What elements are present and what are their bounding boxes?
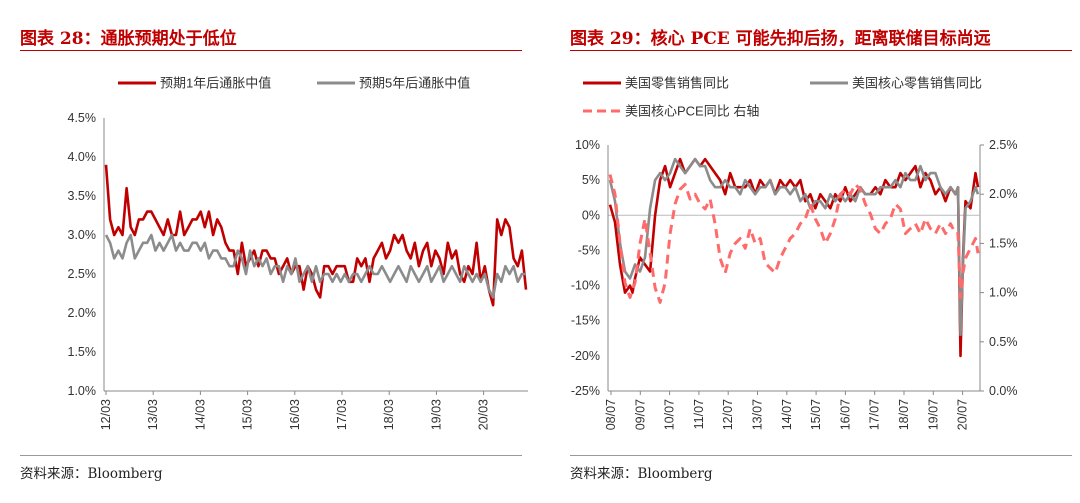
- x-tick-label: 19/07: [926, 399, 940, 430]
- series-line: [104, 164, 528, 307]
- y-tick-label: 3.0%: [68, 228, 97, 242]
- legend-label: 预期5年后通胀中值: [359, 76, 470, 91]
- y2-tick-label: 0.0%: [989, 384, 1018, 398]
- x-tick-label: 13/07: [751, 399, 765, 430]
- y2-tick-label: 1.5%: [989, 236, 1018, 250]
- x-tick-label: 18/03: [382, 399, 396, 430]
- source-rule: [20, 455, 522, 456]
- legend-label: 美国核心PCE同比 右轴: [625, 104, 759, 119]
- x-tick-label: 08/07: [604, 399, 618, 430]
- x-tick-label: 12/03: [99, 399, 113, 430]
- y-tick-label: -15%: [571, 314, 600, 328]
- x-tick-label: 15/07: [809, 399, 823, 430]
- x-tick-label: 17/07: [868, 399, 882, 430]
- legend-label: 美国核心零售销售同比: [852, 76, 982, 91]
- legend-label: 预期1年后通胀中值: [160, 76, 271, 91]
- chart-panel-core-pce: 图表 29：核心 PCE 可能先抑后扬，距离联储目标尚远 美国零售销售同比美国核…: [550, 0, 1080, 503]
- figure-title: 图表 28：通胀预期处于低位: [20, 29, 237, 49]
- x-tick-label: 17/03: [335, 399, 349, 430]
- source-note: 资料来源：Bloomberg: [20, 466, 163, 482]
- y-tick-label: 2.5%: [68, 267, 97, 281]
- y-tick-label: -5%: [578, 243, 600, 257]
- x-tick-label: 09/07: [633, 399, 647, 430]
- line-chart-inflation-expectations: 预期1年后通胀中值 预期5年后通胀中值 1.0% 1.5% 2.0% 2.5% 3.0% 3.…: [68, 76, 528, 430]
- series-line: [608, 174, 980, 304]
- x-tick-label: 19/03: [429, 399, 443, 430]
- x-tick-label: 16/03: [288, 399, 302, 430]
- source-rule: [570, 455, 1072, 456]
- series-line: [104, 233, 526, 299]
- x-tick-label: 16/07: [838, 399, 852, 430]
- x-tick-label: 14/07: [780, 399, 794, 430]
- x-tick-label: 20/03: [477, 399, 491, 430]
- x-tick-label: 15/03: [241, 399, 255, 430]
- x-tick-label: 12/07: [721, 399, 735, 430]
- y2-tick-label: 0.5%: [989, 335, 1018, 349]
- y-tick-label: 1.0%: [68, 384, 97, 398]
- y-tick-label: 1.5%: [68, 345, 97, 359]
- y-tick-label: 5%: [582, 173, 600, 187]
- title-rule: [570, 50, 1072, 51]
- series-line: [608, 157, 980, 337]
- source-note: 资料来源：Bloomberg: [570, 466, 713, 482]
- y-tick-label: 4.0%: [68, 150, 97, 164]
- title-rule: [20, 50, 522, 51]
- x-tick-label: 13/03: [146, 399, 160, 430]
- x-tick-label: 18/07: [897, 399, 911, 430]
- x-tick-label: 20/07: [956, 399, 970, 430]
- y-tick-label: 3.5%: [68, 189, 97, 203]
- y-tick-label: 0%: [582, 208, 600, 222]
- y-tick-label: -25%: [571, 384, 600, 398]
- y-tick-label: 2.0%: [68, 306, 97, 320]
- y2-tick-label: 1.0%: [989, 286, 1018, 300]
- y2-tick-label: 2.5%: [989, 138, 1018, 152]
- y-tick-label: 10%: [575, 138, 600, 152]
- chart-panel-inflation-expectations: 图表 28：通胀预期处于低位 预期1年后通胀中值 预期5年后通胀中值 1.0% 1.5…: [0, 0, 530, 503]
- y2-tick-label: 2.0%: [989, 187, 1018, 201]
- x-tick-label: 10/07: [663, 399, 677, 430]
- legend-label: 美国零售销售同比: [625, 76, 729, 91]
- x-tick-label: 14/03: [193, 399, 207, 430]
- series-line: [608, 157, 980, 358]
- y-tick-label: -20%: [571, 349, 600, 363]
- figure-title: 图表 29：核心 PCE 可能先抑后扬，距离联储目标尚远: [570, 29, 991, 49]
- x-tick-label: 11/07: [692, 399, 706, 429]
- y-tick-label: -10%: [571, 279, 600, 293]
- y-tick-label: 4.5%: [68, 111, 97, 125]
